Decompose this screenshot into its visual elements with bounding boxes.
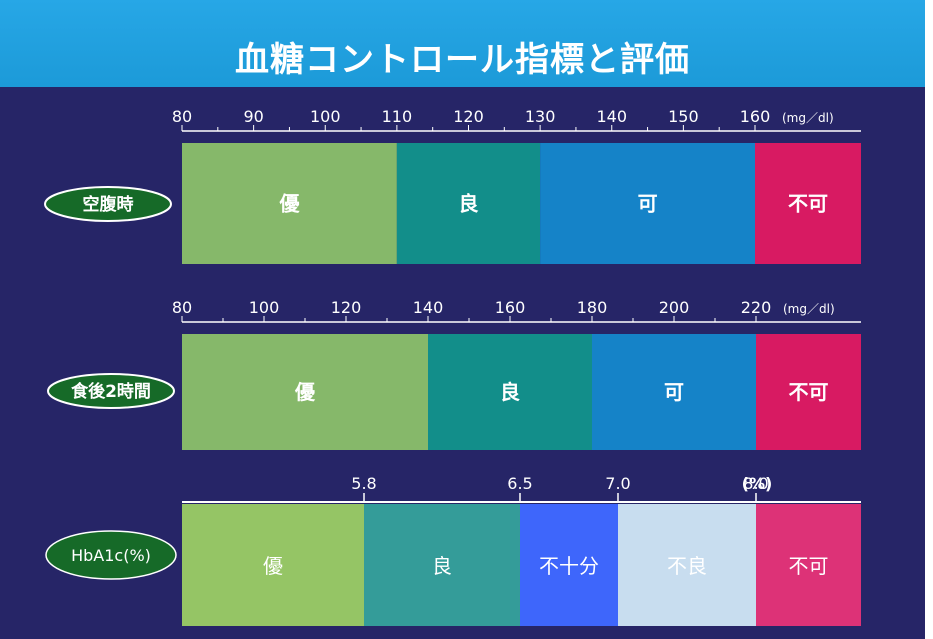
segment-label: 不十分 (539, 554, 599, 578)
row-label-pill (45, 530, 177, 580)
tick-label: 140 (596, 107, 627, 126)
segment-label: 可 (664, 380, 684, 404)
segment-bar (756, 504, 861, 626)
row-label-pill (47, 373, 175, 409)
segment-label: 優 (263, 554, 283, 578)
row-label: 食後2時間 (71, 381, 151, 402)
segment-bar (182, 334, 428, 450)
unit-label: (mg／dl) (782, 111, 834, 125)
unit-label: (mg／dl) (783, 302, 835, 316)
tick-label: 6.5 (507, 474, 532, 493)
unit-label: (%) (742, 474, 773, 493)
segment-bar (755, 143, 861, 264)
tick-label: 160 (740, 107, 771, 126)
tick-label: 140 (413, 298, 444, 317)
tick-label: 80 (172, 107, 192, 126)
segment-label: 良 (432, 554, 452, 578)
tick-label: 200 (659, 298, 690, 317)
tick-label: 160 (495, 298, 526, 317)
tick-label: 150 (668, 107, 699, 126)
row-label: HbA1c(%) (71, 546, 151, 565)
segment-label: 不可 (789, 380, 829, 404)
segment-label: 良 (459, 192, 479, 216)
tick-label: 180 (577, 298, 608, 317)
segment-bar (520, 504, 618, 626)
tick-label: 130 (525, 107, 556, 126)
tick-label: 100 (249, 298, 280, 317)
tick-label: 120 (453, 107, 484, 126)
title-banner: 血糖コントロール指標と評価 (0, 0, 925, 87)
segment-label: 優 (294, 380, 316, 404)
tick-label: 5.8 (351, 474, 376, 493)
tick-label: 80 (172, 298, 192, 317)
segment-label: 不可 (789, 554, 829, 578)
tick-label: 220 (741, 298, 772, 317)
segment-bar (592, 334, 756, 450)
segment-bar (182, 143, 397, 264)
segment-bar (364, 504, 520, 626)
segment-bar (182, 504, 364, 626)
segment-bar (428, 334, 592, 450)
segment-bar (396, 143, 541, 264)
row-label: 空腹時 (83, 194, 134, 215)
tick-label: 8.0 (743, 474, 768, 493)
segment-label: 不良 (667, 554, 707, 578)
tick-label: 120 (331, 298, 362, 317)
segment-label: 不可 (788, 192, 828, 216)
segment-bar (756, 334, 861, 450)
tick-label: 7.0 (605, 474, 630, 493)
segment-label: 優 (278, 192, 300, 216)
tick-label: 100 (310, 107, 341, 126)
segment-bar (618, 504, 756, 626)
segment-label: 良 (500, 380, 520, 404)
segment-label: 可 (638, 192, 658, 216)
tick-label: 110 (382, 107, 413, 126)
segment-bar (540, 143, 755, 264)
row-label-pill (44, 186, 172, 222)
tick-label: 90 (243, 107, 263, 126)
chart-title: 血糖コントロール指標と評価 (235, 40, 690, 80)
